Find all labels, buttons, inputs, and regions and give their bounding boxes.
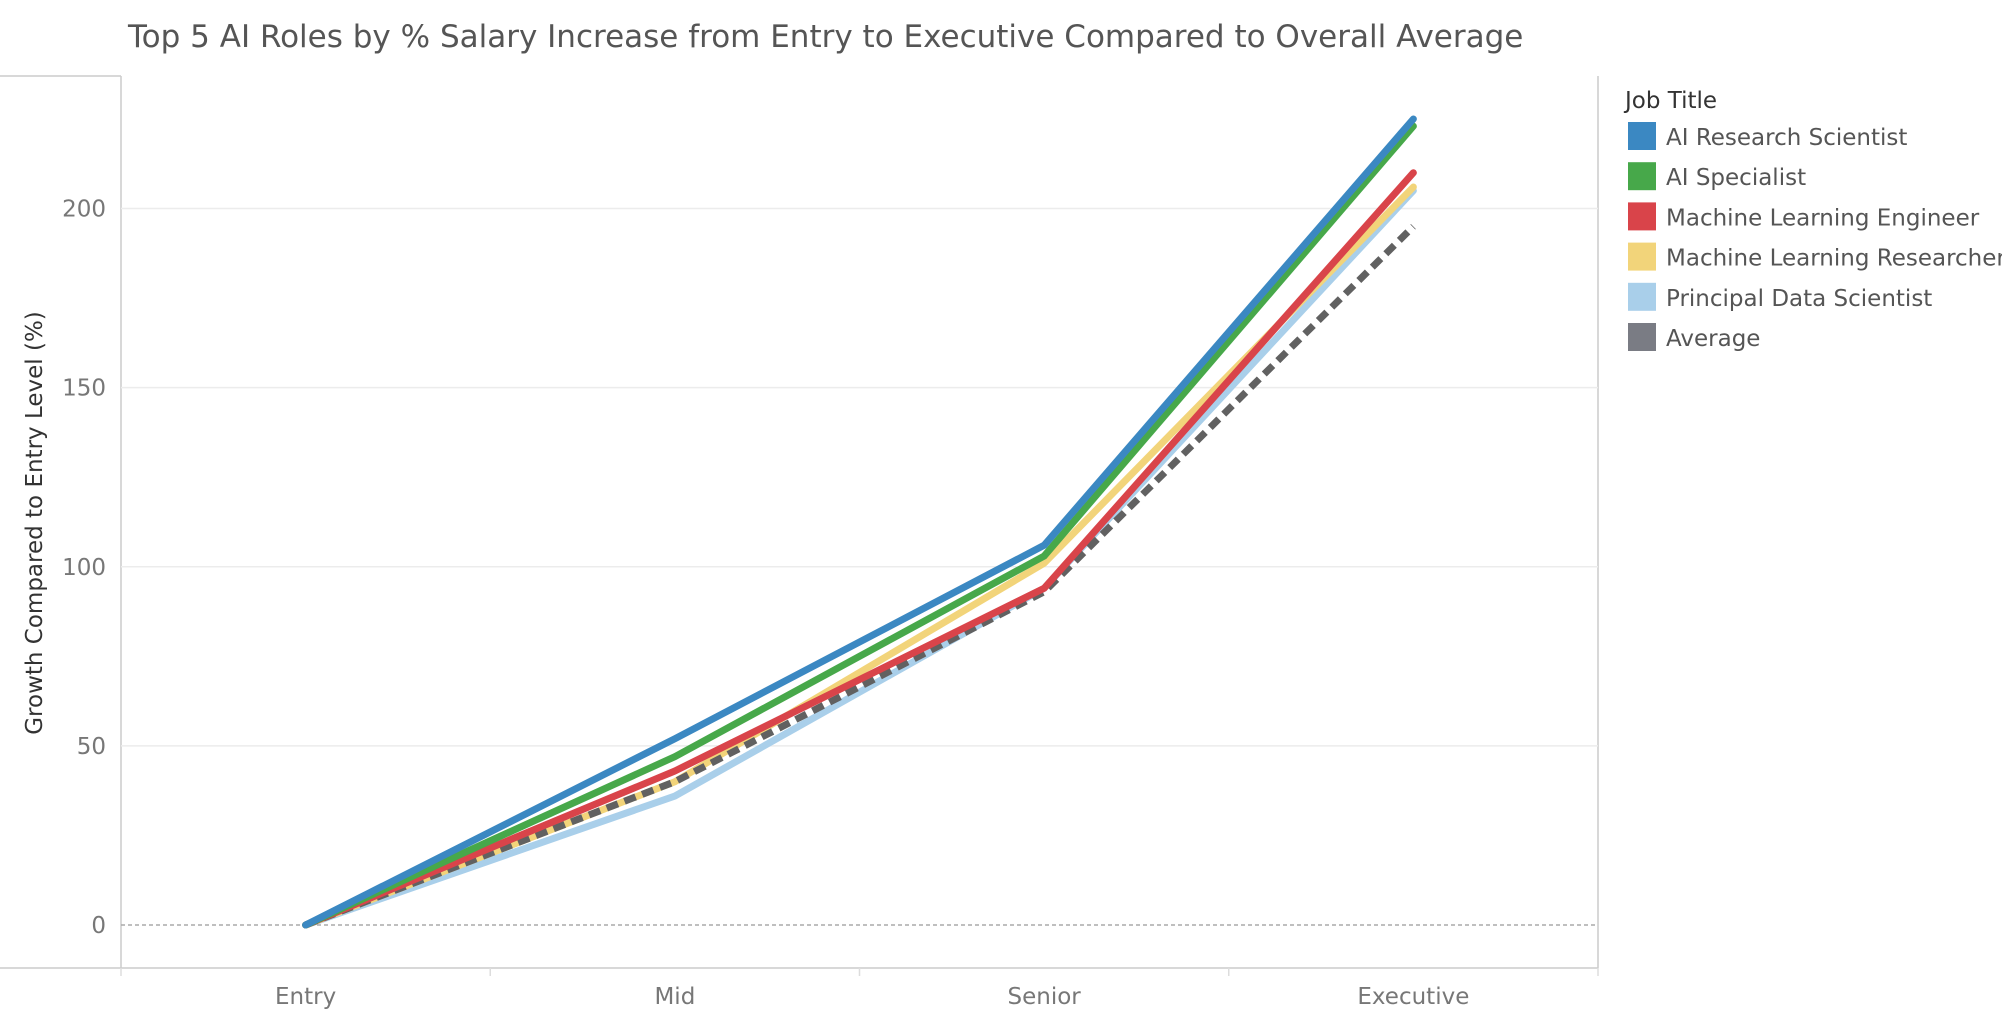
- gridlines: [121, 207, 1598, 926]
- y-tick-label: 50: [77, 734, 106, 760]
- y-tick-label: 200: [62, 197, 106, 223]
- y-tick-label: 0: [91, 913, 106, 939]
- legend-label: Principal Data Scientist: [1666, 286, 1932, 312]
- legend-label: AI Research Scientist: [1666, 125, 1907, 151]
- chart-title: Top 5 AI Roles by % Salary Increase from…: [127, 19, 1523, 55]
- legend-item-ai-specialist: AI Specialist: [1628, 162, 1806, 191]
- legend-item-average: Average: [1628, 323, 1760, 352]
- legend-swatch: [1628, 162, 1656, 191]
- legend-label: Machine Learning Engineer: [1666, 205, 1980, 231]
- x-tick-label: Entry: [275, 984, 336, 1010]
- legend-label: Machine Learning Researcher: [1666, 246, 2002, 272]
- legend-title: Job Title: [1623, 88, 1717, 114]
- y-axis-ticks: 0 50 100 150 200: [62, 197, 106, 939]
- legend-item-ai-research-scientist: AI Research Scientist: [1628, 122, 1907, 151]
- y-tick-label: 150: [62, 376, 106, 402]
- legend-item-machine-learning-engineer: Machine Learning Engineer: [1628, 202, 1980, 231]
- legend-swatch: [1628, 323, 1656, 351]
- y-tick-label: 100: [62, 555, 106, 581]
- y-axis-label: Growth Compared to Entry Level (%): [22, 311, 48, 735]
- legend-swatch: [1628, 202, 1656, 231]
- x-tick-label: Mid: [654, 984, 695, 1010]
- series-line-machine-learning-researcher: [302, 183, 1417, 929]
- series-line-ai-specialist: [302, 122, 1417, 929]
- x-axis-ticks: Entry Mid Senior Executive: [120, 968, 1599, 1010]
- series-line-machine-learning-engineer: [302, 169, 1417, 929]
- legend-label: AI Specialist: [1666, 165, 1806, 191]
- series-lines: [302, 115, 1417, 929]
- plot-frame: [0, 75, 1599, 969]
- legend-swatch: [1628, 282, 1656, 311]
- legend-label: Average: [1666, 326, 1760, 352]
- x-tick-label: Executive: [1357, 984, 1469, 1010]
- legend-swatch: [1628, 242, 1656, 271]
- legend-item-machine-learning-researcher: Machine Learning Researcher: [1628, 242, 2002, 272]
- series-line-average: [304, 223, 1416, 929]
- series-line-ai-research-scientist: [302, 115, 1417, 929]
- legend-item-principal-data-scientist: Principal Data Scientist: [1628, 282, 1932, 312]
- x-tick-label: Senior: [1008, 984, 1082, 1010]
- legend-swatch: [1628, 122, 1656, 150]
- series-line-principal-data-scientist: [302, 187, 1417, 929]
- legend: Job Title AI Research Scientist AI Specia…: [1623, 88, 2002, 352]
